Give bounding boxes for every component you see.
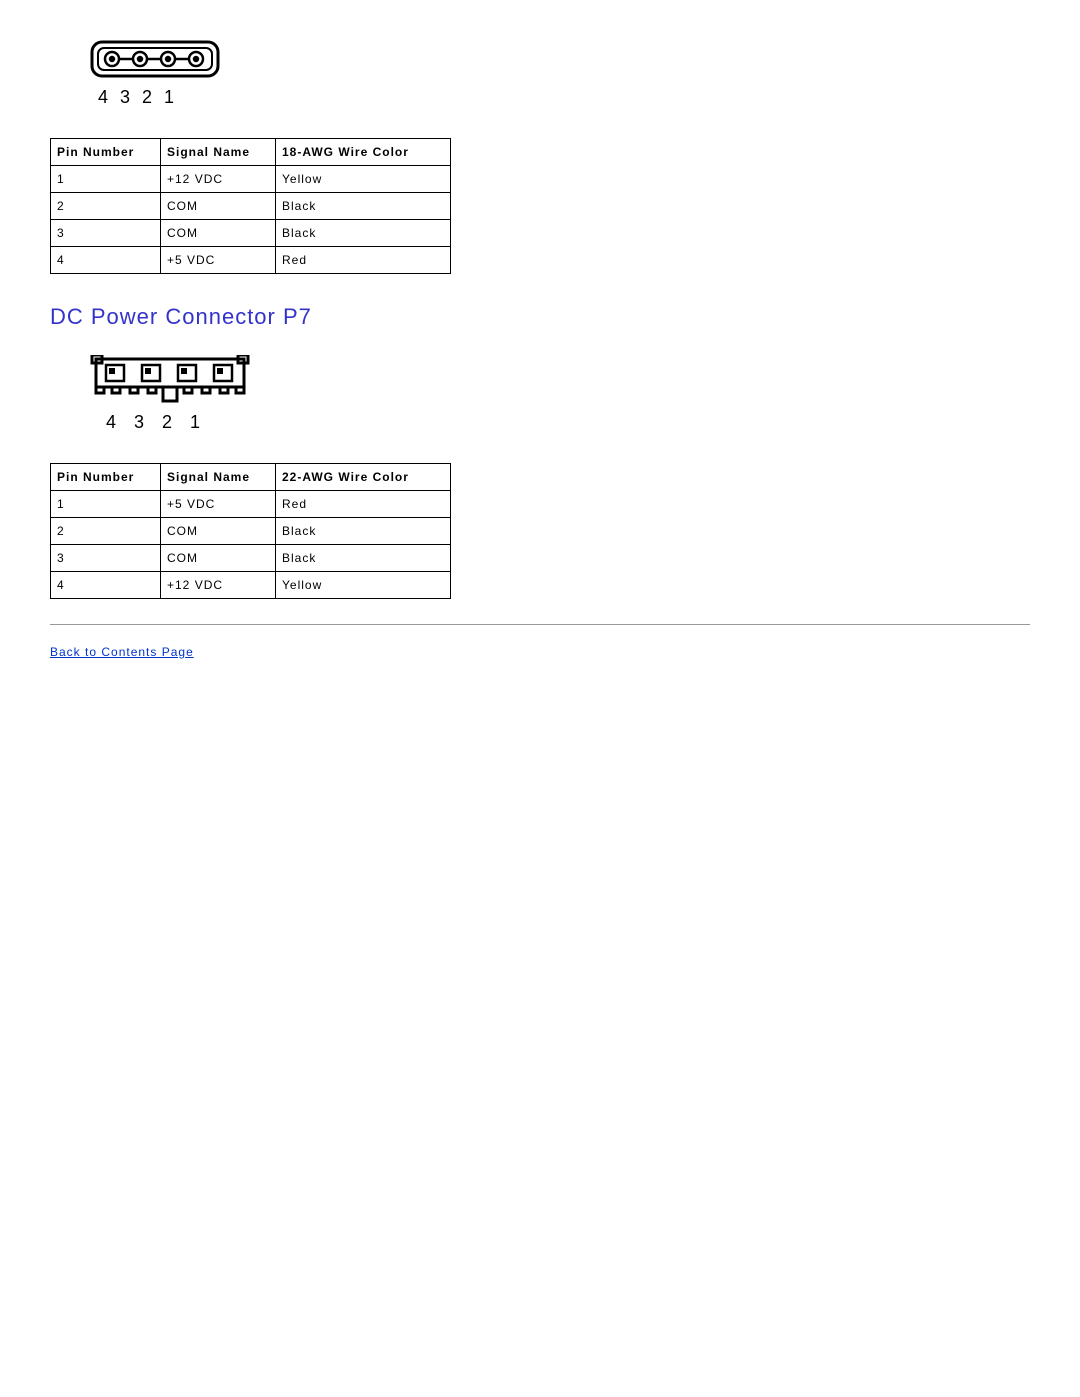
table-cell: 1 [51, 491, 161, 518]
table-row: 4+5 VDCRed [51, 247, 451, 274]
col-wire-color: 18-AWG Wire Color [276, 139, 451, 166]
table-row: 3COMBlack [51, 220, 451, 247]
table-cell: +5 VDC [161, 247, 276, 274]
connector2-table: Pin Number Signal Name 22-AWG Wire Color… [50, 463, 451, 599]
header-connector-icon [90, 355, 250, 405]
divider [50, 624, 1030, 625]
table-cell: 3 [51, 545, 161, 572]
table-row: 1+12 VDCYellow [51, 166, 451, 193]
table-cell: 3 [51, 220, 161, 247]
table-cell: Red [276, 491, 451, 518]
table-cell: Black [276, 220, 451, 247]
connector1-diagram: 4321 [90, 40, 1030, 108]
table-cell: COM [161, 193, 276, 220]
table-header-row: Pin Number Signal Name 22-AWG Wire Color [51, 464, 451, 491]
table-row: 3COMBlack [51, 545, 451, 572]
connector1-pin-labels: 4321 [98, 87, 1030, 108]
connector2-tbody: 1+5 VDCRed2COMBlack3COMBlack4+12 VDCYell… [51, 491, 451, 599]
connector2-pin-labels: 4321 [106, 412, 1030, 433]
col-wire-color: 22-AWG Wire Color [276, 464, 451, 491]
table-cell: 4 [51, 247, 161, 274]
table-cell: 2 [51, 518, 161, 545]
table-cell: +5 VDC [161, 491, 276, 518]
col-signal-name: Signal Name [161, 139, 276, 166]
table-cell: +12 VDC [161, 572, 276, 599]
table-row: 4+12 VDCYellow [51, 572, 451, 599]
connector2-diagram: 4321 [90, 355, 1030, 433]
connector1-tbody: 1+12 VDCYellow2COMBlack3COMBlack4+5 VDCR… [51, 166, 451, 274]
col-pin-number: Pin Number [51, 139, 161, 166]
connector1-table: Pin Number Signal Name 18-AWG Wire Color… [50, 138, 451, 274]
col-signal-name: Signal Name [161, 464, 276, 491]
molex-connector-icon [90, 40, 220, 80]
table-cell: Yellow [276, 572, 451, 599]
table-cell: Yellow [276, 166, 451, 193]
table-cell: COM [161, 518, 276, 545]
table-row: 1+5 VDCRed [51, 491, 451, 518]
back-to-contents-link[interactable]: Back to Contents Page [50, 645, 194, 659]
table-row: 2COMBlack [51, 518, 451, 545]
table-cell: 4 [51, 572, 161, 599]
table-cell: Black [276, 545, 451, 572]
table-cell: Red [276, 247, 451, 274]
table-header-row: Pin Number Signal Name 18-AWG Wire Color [51, 139, 451, 166]
col-pin-number: Pin Number [51, 464, 161, 491]
section-heading-p7: DC Power Connector P7 [50, 304, 1030, 330]
table-cell: +12 VDC [161, 166, 276, 193]
table-cell: COM [161, 545, 276, 572]
table-cell: 2 [51, 193, 161, 220]
table-cell: 1 [51, 166, 161, 193]
table-cell: COM [161, 220, 276, 247]
table-row: 2COMBlack [51, 193, 451, 220]
table-cell: Black [276, 518, 451, 545]
table-cell: Black [276, 193, 451, 220]
